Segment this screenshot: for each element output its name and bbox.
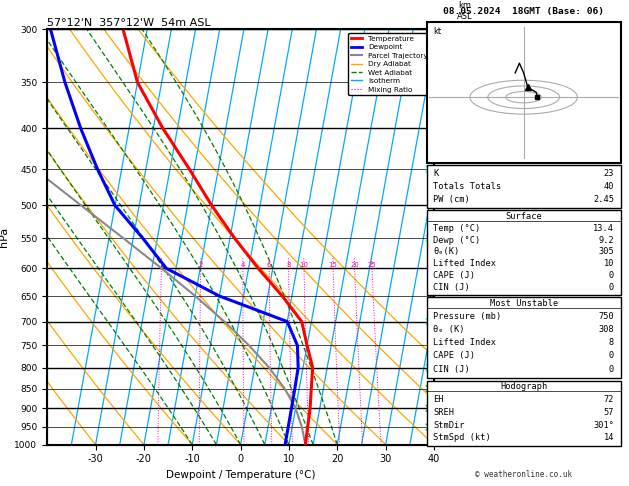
Text: Dewp (°C): Dewp (°C): [433, 236, 481, 245]
Text: Most Unstable: Most Unstable: [489, 299, 558, 308]
Text: 1: 1: [159, 262, 164, 268]
Text: Hodograph: Hodograph: [500, 382, 547, 391]
Text: θₑ(K): θₑ(K): [433, 247, 459, 257]
Text: 308: 308: [599, 325, 615, 334]
Text: SREH: SREH: [433, 408, 454, 417]
Text: 305: 305: [599, 247, 615, 257]
Text: 72: 72: [604, 395, 615, 404]
Text: 2: 2: [199, 262, 203, 268]
Y-axis label: hPa: hPa: [0, 227, 9, 247]
Text: 13.4: 13.4: [593, 224, 615, 233]
Text: 750: 750: [599, 312, 615, 321]
Text: 23: 23: [604, 169, 615, 178]
Text: 14: 14: [604, 434, 615, 442]
Text: 15: 15: [329, 262, 338, 268]
Text: kt: kt: [433, 27, 441, 36]
Bar: [426, 210, 621, 295]
Text: EH: EH: [433, 395, 443, 404]
Text: 08.05.2024  18GMT (Base: 06): 08.05.2024 18GMT (Base: 06): [443, 7, 604, 17]
Bar: [426, 22, 621, 163]
Text: 301°: 301°: [593, 420, 615, 430]
Bar: [426, 165, 621, 208]
Text: CIN (J): CIN (J): [433, 283, 470, 292]
Text: StmSpd (kt): StmSpd (kt): [433, 434, 491, 442]
Text: PW (cm): PW (cm): [433, 194, 470, 204]
Bar: [426, 381, 621, 446]
Text: 8: 8: [609, 338, 615, 347]
Text: 9.2: 9.2: [599, 236, 615, 245]
Text: Lifted Index: Lifted Index: [433, 259, 496, 268]
Text: 57°12'N  357°12'W  54m ASL: 57°12'N 357°12'W 54m ASL: [47, 18, 211, 28]
Text: CIN (J): CIN (J): [433, 364, 470, 374]
Text: Surface: Surface: [505, 212, 542, 221]
Legend: Temperature, Dewpoint, Parcel Trajectory, Dry Adiabat, Wet Adiabat, Isotherm, Mi: Temperature, Dewpoint, Parcel Trajectory…: [348, 33, 430, 95]
Text: 40: 40: [604, 182, 615, 191]
Text: © weatheronline.co.uk: © weatheronline.co.uk: [475, 469, 572, 479]
Text: Lifted Index: Lifted Index: [433, 338, 496, 347]
Text: θₑ (K): θₑ (K): [433, 325, 465, 334]
Text: 0: 0: [609, 283, 615, 292]
Text: 0: 0: [609, 364, 615, 374]
Bar: [426, 297, 621, 378]
Text: 57: 57: [604, 408, 615, 417]
Text: 2.45: 2.45: [593, 194, 615, 204]
Text: CAPE (J): CAPE (J): [433, 351, 475, 361]
Text: 25: 25: [367, 262, 376, 268]
X-axis label: Dewpoint / Temperature (°C): Dewpoint / Temperature (°C): [166, 470, 315, 480]
Text: 10: 10: [299, 262, 308, 268]
Text: CAPE (J): CAPE (J): [433, 271, 475, 280]
Text: 6: 6: [267, 262, 271, 268]
Text: Temp (°C): Temp (°C): [433, 224, 481, 233]
Text: 0: 0: [609, 271, 615, 280]
Text: 8: 8: [286, 262, 291, 268]
Text: 20: 20: [350, 262, 359, 268]
Text: StmDir: StmDir: [433, 420, 465, 430]
Text: 4: 4: [241, 262, 245, 268]
Text: 10: 10: [604, 259, 615, 268]
Text: K: K: [433, 169, 438, 178]
Text: km
ASL: km ASL: [457, 1, 473, 21]
Text: Totals Totals: Totals Totals: [433, 182, 501, 191]
Text: Pressure (mb): Pressure (mb): [433, 312, 501, 321]
Text: 0: 0: [609, 351, 615, 361]
